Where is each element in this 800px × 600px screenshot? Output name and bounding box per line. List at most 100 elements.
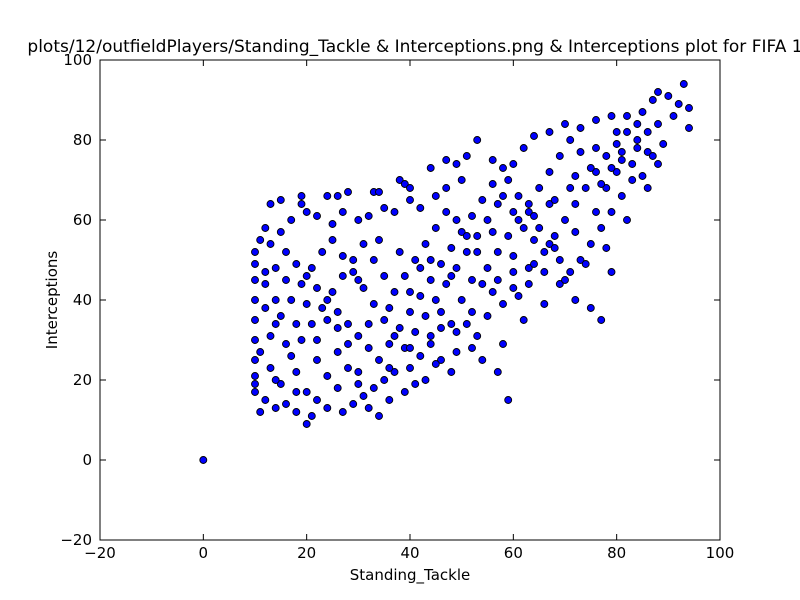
data-point	[643, 184, 652, 192]
data-point	[473, 136, 482, 144]
data-point	[437, 324, 445, 332]
data-point	[623, 216, 631, 224]
data-point	[318, 248, 327, 256]
data-point	[571, 296, 580, 304]
data-point	[685, 124, 693, 132]
data-point	[256, 348, 265, 356]
data-point	[302, 300, 311, 308]
data-point	[302, 208, 311, 216]
data-point	[473, 248, 482, 256]
data-point	[452, 264, 461, 272]
data-point	[648, 96, 657, 104]
data-point	[431, 224, 440, 232]
data-point	[514, 192, 523, 200]
data-point	[282, 276, 290, 284]
data-point	[271, 376, 280, 384]
data-point	[354, 276, 363, 284]
data-point	[426, 332, 435, 340]
data-point	[509, 284, 518, 292]
data-point	[431, 296, 440, 304]
data-point	[530, 260, 538, 268]
data-point	[437, 308, 445, 316]
data-point	[426, 164, 435, 172]
data-point	[406, 308, 414, 316]
data-point	[561, 276, 569, 284]
data-point	[426, 340, 435, 348]
data-point	[297, 200, 306, 208]
data-point	[251, 356, 259, 364]
data-point	[674, 100, 683, 108]
data-point	[344, 340, 352, 348]
data-point	[431, 360, 440, 368]
data-point	[602, 152, 611, 160]
data-point	[426, 276, 435, 284]
data-point	[462, 320, 471, 328]
data-point	[359, 240, 368, 248]
data-point	[271, 320, 280, 328]
data-point	[313, 356, 321, 364]
data-point	[431, 192, 440, 200]
y-tick-label: 60	[73, 211, 92, 229]
data-point	[287, 296, 296, 304]
data-point	[478, 280, 487, 288]
data-point	[612, 168, 621, 176]
data-points	[199, 80, 693, 464]
data-point	[385, 364, 394, 372]
data-point	[612, 128, 621, 136]
data-point	[292, 368, 301, 376]
data-point	[354, 332, 363, 340]
data-point	[524, 208, 533, 216]
data-point	[313, 212, 321, 220]
y-tick-label: 0	[82, 451, 92, 469]
data-point	[654, 160, 662, 168]
y-tick-label: 100	[63, 51, 92, 69]
data-point	[617, 192, 626, 200]
data-point	[375, 236, 383, 244]
data-point	[685, 104, 693, 112]
data-point	[261, 280, 270, 288]
data-point	[364, 320, 373, 328]
data-point	[292, 408, 301, 416]
data-point	[313, 336, 321, 344]
data-point	[586, 304, 595, 312]
data-point	[256, 236, 265, 244]
data-point	[406, 364, 414, 372]
data-point	[499, 164, 507, 172]
data-point	[375, 412, 383, 420]
chart-title: plots/12/outfieldPlayers/Standing_Tackle…	[27, 37, 800, 57]
data-point	[266, 200, 275, 208]
data-point	[406, 344, 414, 352]
data-point	[261, 396, 270, 404]
data-point	[380, 204, 389, 212]
data-point	[323, 372, 332, 380]
data-point	[488, 228, 497, 236]
data-point	[643, 148, 652, 156]
data-point	[292, 320, 301, 328]
data-point	[571, 228, 580, 236]
data-point	[276, 228, 285, 236]
data-point	[462, 248, 471, 256]
data-point	[592, 144, 600, 152]
data-point	[473, 232, 482, 240]
data-point	[592, 116, 600, 124]
data-point	[540, 268, 549, 276]
data-point	[452, 348, 461, 356]
y-tick-label: 80	[73, 131, 92, 149]
data-point	[462, 232, 471, 240]
data-point	[338, 208, 347, 216]
data-point	[462, 152, 471, 160]
data-point	[261, 224, 270, 232]
data-point	[292, 260, 301, 268]
data-point	[519, 316, 528, 324]
data-point	[452, 216, 461, 224]
data-point	[571, 200, 580, 208]
data-point	[390, 208, 399, 216]
data-point	[493, 200, 502, 208]
data-point	[550, 232, 559, 240]
x-axis-label: Standing_Tackle	[350, 566, 471, 585]
data-point	[302, 388, 311, 396]
y-tick-label: 40	[73, 291, 92, 309]
data-point	[586, 240, 595, 248]
data-point	[607, 112, 616, 120]
data-point	[276, 312, 285, 320]
